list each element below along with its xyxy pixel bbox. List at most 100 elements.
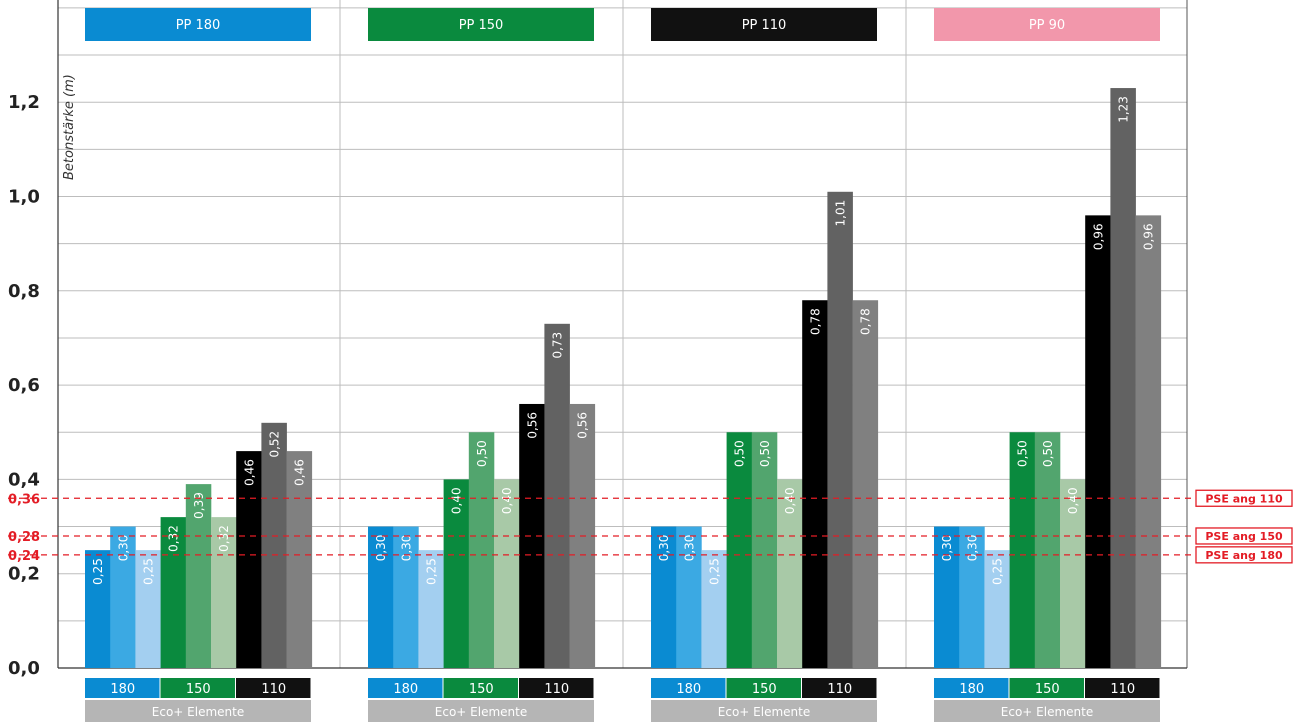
- y-tick-label: 0,8: [8, 281, 40, 302]
- bar: [726, 432, 753, 668]
- subcategory-box: [1085, 678, 1160, 698]
- reference-label-box: [1195, 527, 1293, 545]
- subcategory-label: 150: [186, 682, 211, 697]
- bar-value-label: 0,46: [242, 459, 256, 486]
- reference-tick-label: 0,28: [8, 530, 40, 545]
- bar-value-label: 0,30: [682, 535, 696, 562]
- bar: [393, 526, 419, 668]
- bar: [1135, 215, 1162, 669]
- bar-value-label: 0,32: [167, 525, 181, 552]
- reference-label-box: [1195, 546, 1293, 564]
- group-header-box: [651, 8, 877, 41]
- category-box: [368, 700, 594, 722]
- bar: [160, 517, 187, 668]
- subcategory-box: [651, 678, 726, 698]
- bar: [777, 479, 803, 668]
- subcategory-box: [236, 678, 311, 698]
- group-pp-150: PP 150 0,30 0,30 0,25 0,40 0,50 0,40 0,56 0,73 0,…: [368, 8, 596, 722]
- bar-value-label: 0,30: [399, 535, 413, 562]
- bar: [852, 300, 879, 668]
- subcategory-label: 110: [544, 682, 569, 697]
- bar-value-label: 0,30: [374, 535, 388, 562]
- bar: [984, 550, 1010, 668]
- bar: [261, 422, 287, 668]
- reference-label: PSE ang 180: [1205, 549, 1283, 562]
- bar-value-label: 0,52: [268, 431, 282, 458]
- bar: [676, 526, 702, 668]
- group-header-box: [368, 8, 594, 41]
- bar: [85, 550, 111, 668]
- bar: [701, 550, 727, 668]
- category-label: Eco+ Elemente: [152, 705, 244, 719]
- y-tick-label: 0,2: [8, 564, 40, 585]
- bar-value-label: 0,56: [525, 412, 539, 439]
- bar: [544, 323, 570, 668]
- bar-value-label: 0,25: [991, 558, 1005, 585]
- bar: [1034, 432, 1061, 668]
- bar: [1060, 479, 1086, 668]
- subcategory-label: 180: [393, 682, 418, 697]
- category-label: Eco+ Elemente: [1001, 705, 1093, 719]
- y-tick-label: 0,6: [8, 375, 40, 396]
- bar: [286, 451, 313, 668]
- bar-value-label: 0,50: [475, 440, 489, 467]
- y-tick-label: 1,2: [8, 92, 40, 113]
- bar-value-label: 0,30: [940, 535, 954, 562]
- group-pp-180: PP 180 0,25 0,30 0,25 0,32 0,39 0,32 0,46 0,52 0,…: [85, 8, 313, 722]
- bar-value-label: 0,73: [551, 332, 565, 359]
- subcategory-label: 180: [959, 682, 984, 697]
- bar-value-label: 0,25: [142, 558, 156, 585]
- subcategory-box: [519, 678, 594, 698]
- bar: [135, 550, 161, 668]
- bar-value-label: 0,40: [500, 487, 514, 514]
- subcategory-label: 180: [676, 682, 701, 697]
- group-header-label: PP 180: [176, 18, 221, 33]
- y-axis-title: Betonstärke (m): [62, 74, 77, 180]
- category-label: Eco+ Elemente: [718, 705, 810, 719]
- group-header-label: PP 150: [459, 18, 504, 33]
- group-pp-110: PP 110 0,30 0,30 0,25 0,50 0,50 0,40 0,78 1,01 0,…: [651, 8, 879, 722]
- bar-value-label: 0,40: [450, 487, 464, 514]
- y-tick-label: 0,0: [8, 658, 40, 679]
- bar: [211, 517, 237, 668]
- bar-value-label: 0,25: [425, 558, 439, 585]
- subcategory-box: [802, 678, 877, 698]
- y-tick-label: 0,4: [8, 469, 40, 490]
- bar-value-label: 0,25: [91, 558, 105, 585]
- bar: [827, 191, 853, 668]
- group-pp-90: PP 90 0,30 0,30 0,25 0,50 0,50 0,40 0,96 1,23 0,9…: [934, 8, 1162, 722]
- bar: [934, 526, 960, 668]
- bar: [418, 550, 444, 668]
- subcategory-box: [160, 678, 235, 698]
- bar-value-label: 0,50: [1041, 440, 1055, 467]
- subcategory-label: 110: [1110, 682, 1135, 697]
- subcategory-box: [443, 678, 518, 698]
- bar-value-label: 0,50: [1016, 440, 1030, 467]
- bar-value-label: 0,30: [965, 535, 979, 562]
- bar: [236, 451, 262, 668]
- bar: [802, 300, 828, 668]
- category-box: [651, 700, 877, 722]
- bar-value-label: 0,50: [733, 440, 747, 467]
- bar-value-label: 0,30: [657, 535, 671, 562]
- group-header-label: PP 90: [1029, 18, 1065, 33]
- reference-tick-label: 0,36: [8, 492, 40, 507]
- reference-label: PSE ang 150: [1205, 530, 1283, 543]
- bar-value-label: 0,30: [116, 535, 130, 562]
- bar: [1110, 88, 1136, 669]
- subcategory-label: 180: [110, 682, 135, 697]
- bar: [443, 479, 470, 668]
- subcategory-box: [1009, 678, 1084, 698]
- subcategory-label: 150: [752, 682, 777, 697]
- reference-label-box: [1195, 489, 1293, 507]
- bar: [1009, 432, 1036, 668]
- category-box: [85, 700, 311, 722]
- subcategory-label: 110: [827, 682, 852, 697]
- reference-tick-label: 0,24: [8, 549, 40, 564]
- subcategory-box: [85, 678, 160, 698]
- bar-value-label: 0,56: [576, 412, 590, 439]
- bar-value-label: 0,50: [758, 440, 772, 467]
- bar-value-label: 0,78: [808, 308, 822, 335]
- y-tick-label: 1,0: [8, 187, 40, 208]
